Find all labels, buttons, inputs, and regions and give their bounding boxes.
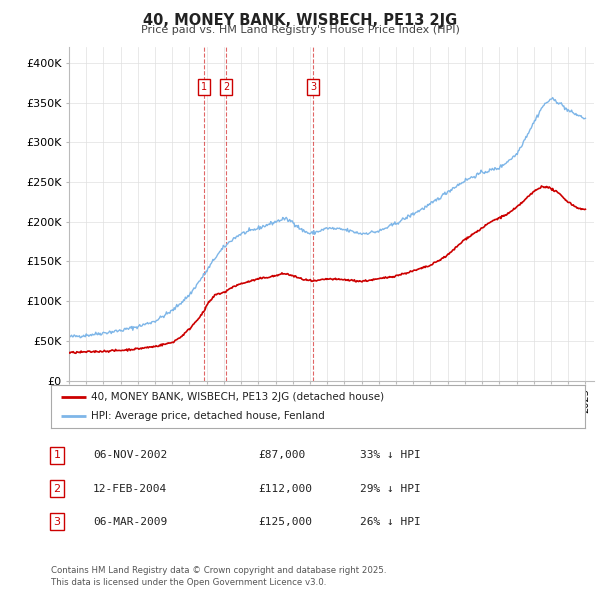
Text: 12-FEB-2004: 12-FEB-2004 [93, 484, 167, 493]
Text: 2: 2 [53, 484, 61, 493]
Text: 2: 2 [223, 82, 229, 92]
Text: £125,000: £125,000 [258, 517, 312, 526]
Text: 40, MONEY BANK, WISBECH, PE13 2JG (detached house): 40, MONEY BANK, WISBECH, PE13 2JG (detac… [91, 392, 384, 402]
Text: 3: 3 [53, 517, 61, 526]
Text: 33% ↓ HPI: 33% ↓ HPI [360, 451, 421, 460]
Text: 3: 3 [310, 82, 316, 92]
Text: 1: 1 [53, 451, 61, 460]
Text: Contains HM Land Registry data © Crown copyright and database right 2025.
This d: Contains HM Land Registry data © Crown c… [51, 566, 386, 587]
Text: Price paid vs. HM Land Registry's House Price Index (HPI): Price paid vs. HM Land Registry's House … [140, 25, 460, 35]
Text: 06-MAR-2009: 06-MAR-2009 [93, 517, 167, 526]
Text: 26% ↓ HPI: 26% ↓ HPI [360, 517, 421, 526]
Text: HPI: Average price, detached house, Fenland: HPI: Average price, detached house, Fenl… [91, 411, 325, 421]
Text: 40, MONEY BANK, WISBECH, PE13 2JG: 40, MONEY BANK, WISBECH, PE13 2JG [143, 13, 457, 28]
Text: £87,000: £87,000 [258, 451, 305, 460]
Text: 06-NOV-2002: 06-NOV-2002 [93, 451, 167, 460]
Text: £112,000: £112,000 [258, 484, 312, 493]
Text: 1: 1 [201, 82, 207, 92]
Text: 29% ↓ HPI: 29% ↓ HPI [360, 484, 421, 493]
